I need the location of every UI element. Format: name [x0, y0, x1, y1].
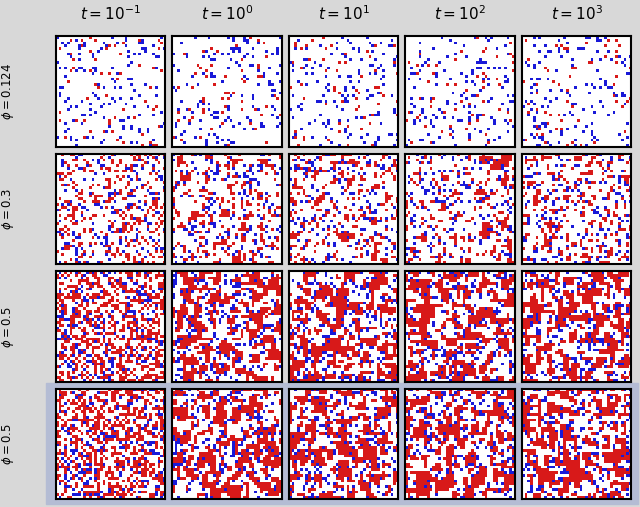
- Text: $t=10^{0}$: $t=10^{0}$: [201, 5, 253, 23]
- Text: $t=10^{1}$: $t=10^{1}$: [317, 5, 370, 23]
- Text: $\phi=0.5$: $\phi=0.5$: [0, 306, 16, 348]
- Text: $\phi=0.3$: $\phi=0.3$: [0, 188, 16, 230]
- Text: $t=10^{-1}$: $t=10^{-1}$: [80, 5, 141, 23]
- Text: $t=10^{2}$: $t=10^{2}$: [434, 5, 486, 23]
- Text: $\phi=0.5$: $\phi=0.5$: [0, 423, 16, 465]
- Text: $\phi=0.124$: $\phi=0.124$: [0, 63, 16, 120]
- Text: $t=10^{3}$: $t=10^{3}$: [550, 5, 603, 23]
